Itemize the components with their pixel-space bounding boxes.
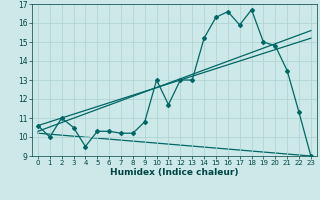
X-axis label: Humidex (Indice chaleur): Humidex (Indice chaleur) — [110, 168, 239, 177]
